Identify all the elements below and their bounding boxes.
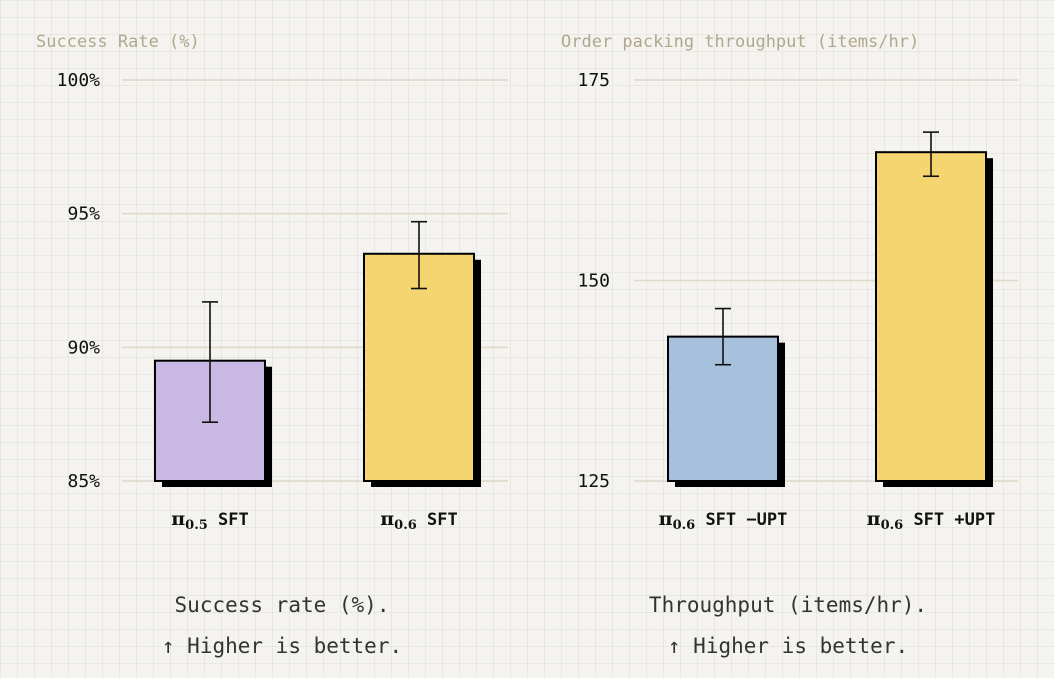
chart-panel-2: Order packing throughput (items/hr) 125 15… <box>561 32 1018 533</box>
x-category-label: π0.5 SFT <box>171 508 249 533</box>
y-tick-label: 125 <box>577 471 610 492</box>
caption-throughput: Throughput (items/hr). ↑ Higher is bette… <box>578 585 998 667</box>
caption-line-1: Throughput (items/hr). <box>648 593 928 617</box>
error-bar <box>715 307 731 366</box>
caption-line-2: ↑ Higher is better. <box>667 634 909 658</box>
chart-panel-1: Success Rate (%) 85% 90% 95% 100% π0.5 SFT π0.… <box>36 32 508 533</box>
x-category-label: π0.6 SFT <box>380 508 458 533</box>
error-bar <box>411 220 427 290</box>
error-bar <box>202 301 218 423</box>
error-bar <box>923 131 939 178</box>
bar <box>363 252 475 482</box>
y-tick-label: 85% <box>67 471 100 492</box>
caption-line-1: Success rate (%). <box>174 593 390 617</box>
y-tick-label: 95% <box>67 204 100 225</box>
y-tick-label: 175 <box>577 70 610 91</box>
chart-title: Success Rate (%) <box>36 32 200 52</box>
x-category-label: π0.6 SFT −UPT <box>659 508 788 533</box>
chart-title: Order packing throughput (items/hr) <box>561 32 919 52</box>
y-tick-label: 150 <box>577 271 610 292</box>
bar <box>875 151 987 482</box>
caption-line-2: ↑ Higher is better. <box>161 634 403 658</box>
x-category-label: π0.6 SFT +UPT <box>867 508 996 533</box>
y-tick-label: 100% <box>57 70 101 91</box>
caption-success-rate: Success rate (%). ↑ Higher is better. <box>72 585 492 667</box>
y-tick-label: 90% <box>67 337 100 358</box>
